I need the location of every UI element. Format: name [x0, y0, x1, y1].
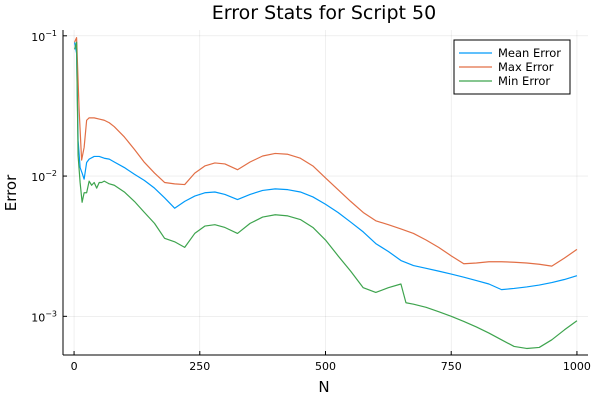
x-tick-label: 250	[189, 360, 210, 373]
x-tick-label: 500	[315, 360, 336, 373]
x-tick-label: 0	[71, 360, 78, 373]
y-tick-label: 10−3	[31, 309, 57, 324]
legend-label-max-error: Max Error	[498, 60, 554, 74]
y-tick-label: 10−2	[31, 169, 57, 184]
series-lines	[73, 37, 578, 350]
grid	[63, 30, 588, 355]
legend-label-min-error: Min Error	[498, 74, 550, 88]
y-tick-label: 10−1	[31, 29, 57, 44]
y-axis-title: Error	[2, 174, 20, 211]
series-line-max-error	[74, 37, 578, 267]
chart-title: Error Stats for Script 50	[212, 2, 436, 24]
ticks: 0 250 500 750 1000 10−3 10−2 10−1	[31, 29, 591, 373]
legend-label-mean-error: Mean Error	[498, 46, 561, 60]
series-line-mean-error	[73, 42, 578, 291]
x-axis-title: N	[318, 378, 329, 396]
legend: Mean Error Max Error Min Error	[453, 39, 571, 95]
x-tick-label: 1000	[563, 360, 591, 373]
x-tick-label: 750	[441, 360, 462, 373]
series-line-min-error	[73, 41, 578, 350]
